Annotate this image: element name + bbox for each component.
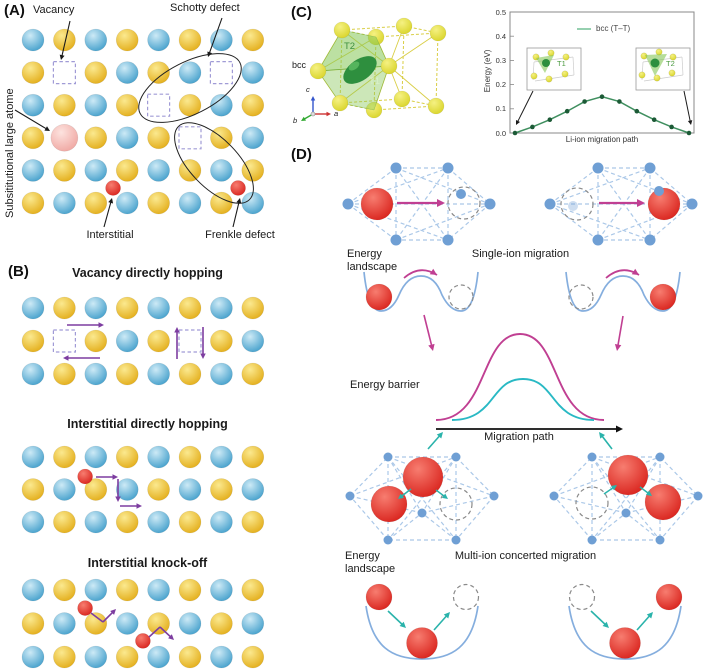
title-interstitial-hopping: Interstitial directly hopping	[67, 417, 228, 431]
y-tick-label: 0.4	[495, 31, 506, 41]
x-axis-label: Li-ion migration path	[565, 135, 639, 144]
panel-c-letter: (C)	[291, 4, 312, 21]
panel-d-letter: (D)	[291, 146, 312, 163]
interstitial-label: Interstitial	[86, 229, 134, 241]
energy-barrier-label: Energy barrier	[350, 379, 420, 391]
axis-c-label: c	[306, 85, 310, 94]
vacancy-label: Vacancy	[33, 4, 75, 16]
energy-landscape-bottom-label: Energy landscape	[345, 550, 396, 576]
inset-t2-label: T2	[666, 59, 675, 68]
frenkel-defect-label: Frenkle defect	[205, 229, 275, 241]
title-interstitial-knockoff: Interstitial knock-off	[87, 556, 208, 570]
y-tick-label: 0.0	[495, 128, 506, 138]
axis-a-label: a	[334, 109, 339, 118]
multi-ion-migration-label: Multi-ion concerted migration	[454, 550, 597, 562]
t1-site-label: T1	[369, 76, 381, 87]
t2-site-label: T2	[344, 41, 356, 52]
y-tick-label: 0.2	[495, 80, 506, 90]
panel-a-letter: (A)	[4, 2, 25, 19]
inset-t1-label: T1	[557, 59, 566, 68]
schottky-defect-label: Schotty defect	[170, 2, 240, 14]
y-tick-label: 0.1	[495, 104, 506, 114]
title-vacancy-hopping: Vacancy directly hopping	[72, 266, 223, 280]
y-tick-label: 0.5	[495, 7, 506, 17]
panel-b-letter: (B)	[8, 263, 29, 280]
legend-entry-label: bcc (T–T)	[596, 24, 631, 33]
axis-b-label: b	[293, 116, 298, 125]
energy-landscape-top-label: Energy landscape	[347, 248, 398, 274]
bcc-label: bcc	[292, 60, 307, 70]
single-ion-migration-label: Single-ion migration	[471, 248, 570, 260]
migration-path-label: Migration path	[484, 431, 554, 443]
substitutional-atom-label: Subsititutional large atome	[4, 88, 16, 218]
y-tick-label: 0.3	[495, 55, 506, 65]
